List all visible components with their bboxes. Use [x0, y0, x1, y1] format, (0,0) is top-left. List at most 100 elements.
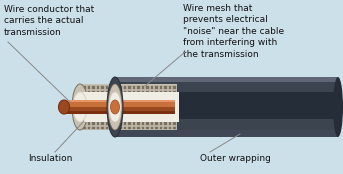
Bar: [145, 89, 149, 93]
Bar: [82, 103, 86, 107]
Text: Wire mesh that
prevents electrical
"noise" near the cable
from interfering with
: Wire mesh that prevents electrical "nois…: [183, 4, 284, 59]
Bar: [118, 103, 122, 107]
Bar: [82, 125, 86, 129]
Bar: [86, 125, 91, 129]
Bar: [82, 85, 86, 89]
Bar: [163, 89, 167, 93]
Bar: [145, 117, 149, 120]
Bar: [131, 89, 135, 93]
Bar: [145, 94, 149, 98]
Ellipse shape: [110, 100, 119, 114]
Bar: [105, 89, 108, 93]
Bar: [86, 94, 91, 98]
Bar: [105, 98, 108, 102]
Bar: [141, 89, 144, 93]
Bar: [163, 98, 167, 102]
Bar: [95, 117, 99, 120]
Bar: [172, 103, 176, 107]
Bar: [86, 112, 91, 116]
Bar: [141, 98, 144, 102]
Ellipse shape: [59, 100, 70, 114]
Bar: [82, 121, 86, 125]
Bar: [163, 121, 167, 125]
Bar: [127, 94, 131, 98]
Bar: [100, 98, 104, 102]
Bar: [150, 121, 153, 125]
Bar: [172, 89, 176, 93]
Bar: [163, 103, 167, 107]
Bar: [131, 103, 135, 107]
Bar: [100, 125, 104, 129]
Bar: [150, 112, 153, 116]
Bar: [163, 94, 167, 98]
Bar: [150, 117, 153, 120]
Bar: [127, 89, 131, 93]
Bar: [95, 85, 99, 89]
Bar: [95, 103, 99, 107]
Bar: [100, 103, 104, 107]
Bar: [136, 112, 140, 116]
Bar: [91, 112, 95, 116]
Bar: [172, 112, 176, 116]
Bar: [109, 85, 113, 89]
Bar: [91, 85, 95, 89]
Ellipse shape: [73, 92, 87, 122]
Bar: [158, 89, 162, 93]
Bar: [122, 85, 127, 89]
Bar: [91, 89, 95, 93]
Bar: [158, 117, 162, 120]
Bar: [118, 121, 122, 125]
Bar: [172, 94, 176, 98]
Bar: [100, 85, 104, 89]
Bar: [114, 112, 117, 116]
Bar: [167, 94, 172, 98]
Bar: [80, 84, 177, 130]
Bar: [91, 103, 95, 107]
Text: Wire conductor that
carries the actual
transmission: Wire conductor that carries the actual t…: [4, 5, 94, 37]
Bar: [105, 112, 108, 116]
Bar: [114, 125, 117, 129]
Bar: [127, 103, 131, 107]
Bar: [118, 125, 122, 129]
Bar: [114, 108, 117, 111]
Bar: [141, 108, 144, 111]
Bar: [109, 125, 113, 129]
Bar: [158, 112, 162, 116]
Bar: [150, 103, 153, 107]
Bar: [136, 89, 140, 93]
Bar: [118, 117, 122, 120]
Bar: [167, 89, 172, 93]
Bar: [163, 112, 167, 116]
Bar: [82, 117, 86, 120]
Bar: [141, 94, 144, 98]
Bar: [105, 125, 108, 129]
Bar: [136, 94, 140, 98]
Bar: [131, 85, 135, 89]
Bar: [154, 85, 158, 89]
Bar: [122, 121, 127, 125]
Bar: [136, 121, 140, 125]
Bar: [114, 117, 117, 120]
Bar: [114, 121, 117, 125]
Bar: [82, 112, 86, 116]
Bar: [150, 89, 153, 93]
Bar: [91, 94, 95, 98]
Bar: [86, 108, 91, 111]
Bar: [172, 85, 176, 89]
Bar: [82, 108, 86, 111]
Bar: [100, 112, 104, 116]
Bar: [100, 108, 104, 111]
Bar: [105, 117, 108, 120]
Bar: [150, 94, 153, 98]
Bar: [136, 103, 140, 107]
Bar: [82, 98, 86, 102]
Bar: [154, 121, 158, 125]
Bar: [163, 85, 167, 89]
Bar: [95, 125, 99, 129]
Bar: [127, 125, 131, 129]
Bar: [141, 121, 144, 125]
Bar: [167, 103, 172, 107]
Bar: [158, 98, 162, 102]
Bar: [78, 92, 179, 122]
Bar: [131, 117, 135, 120]
